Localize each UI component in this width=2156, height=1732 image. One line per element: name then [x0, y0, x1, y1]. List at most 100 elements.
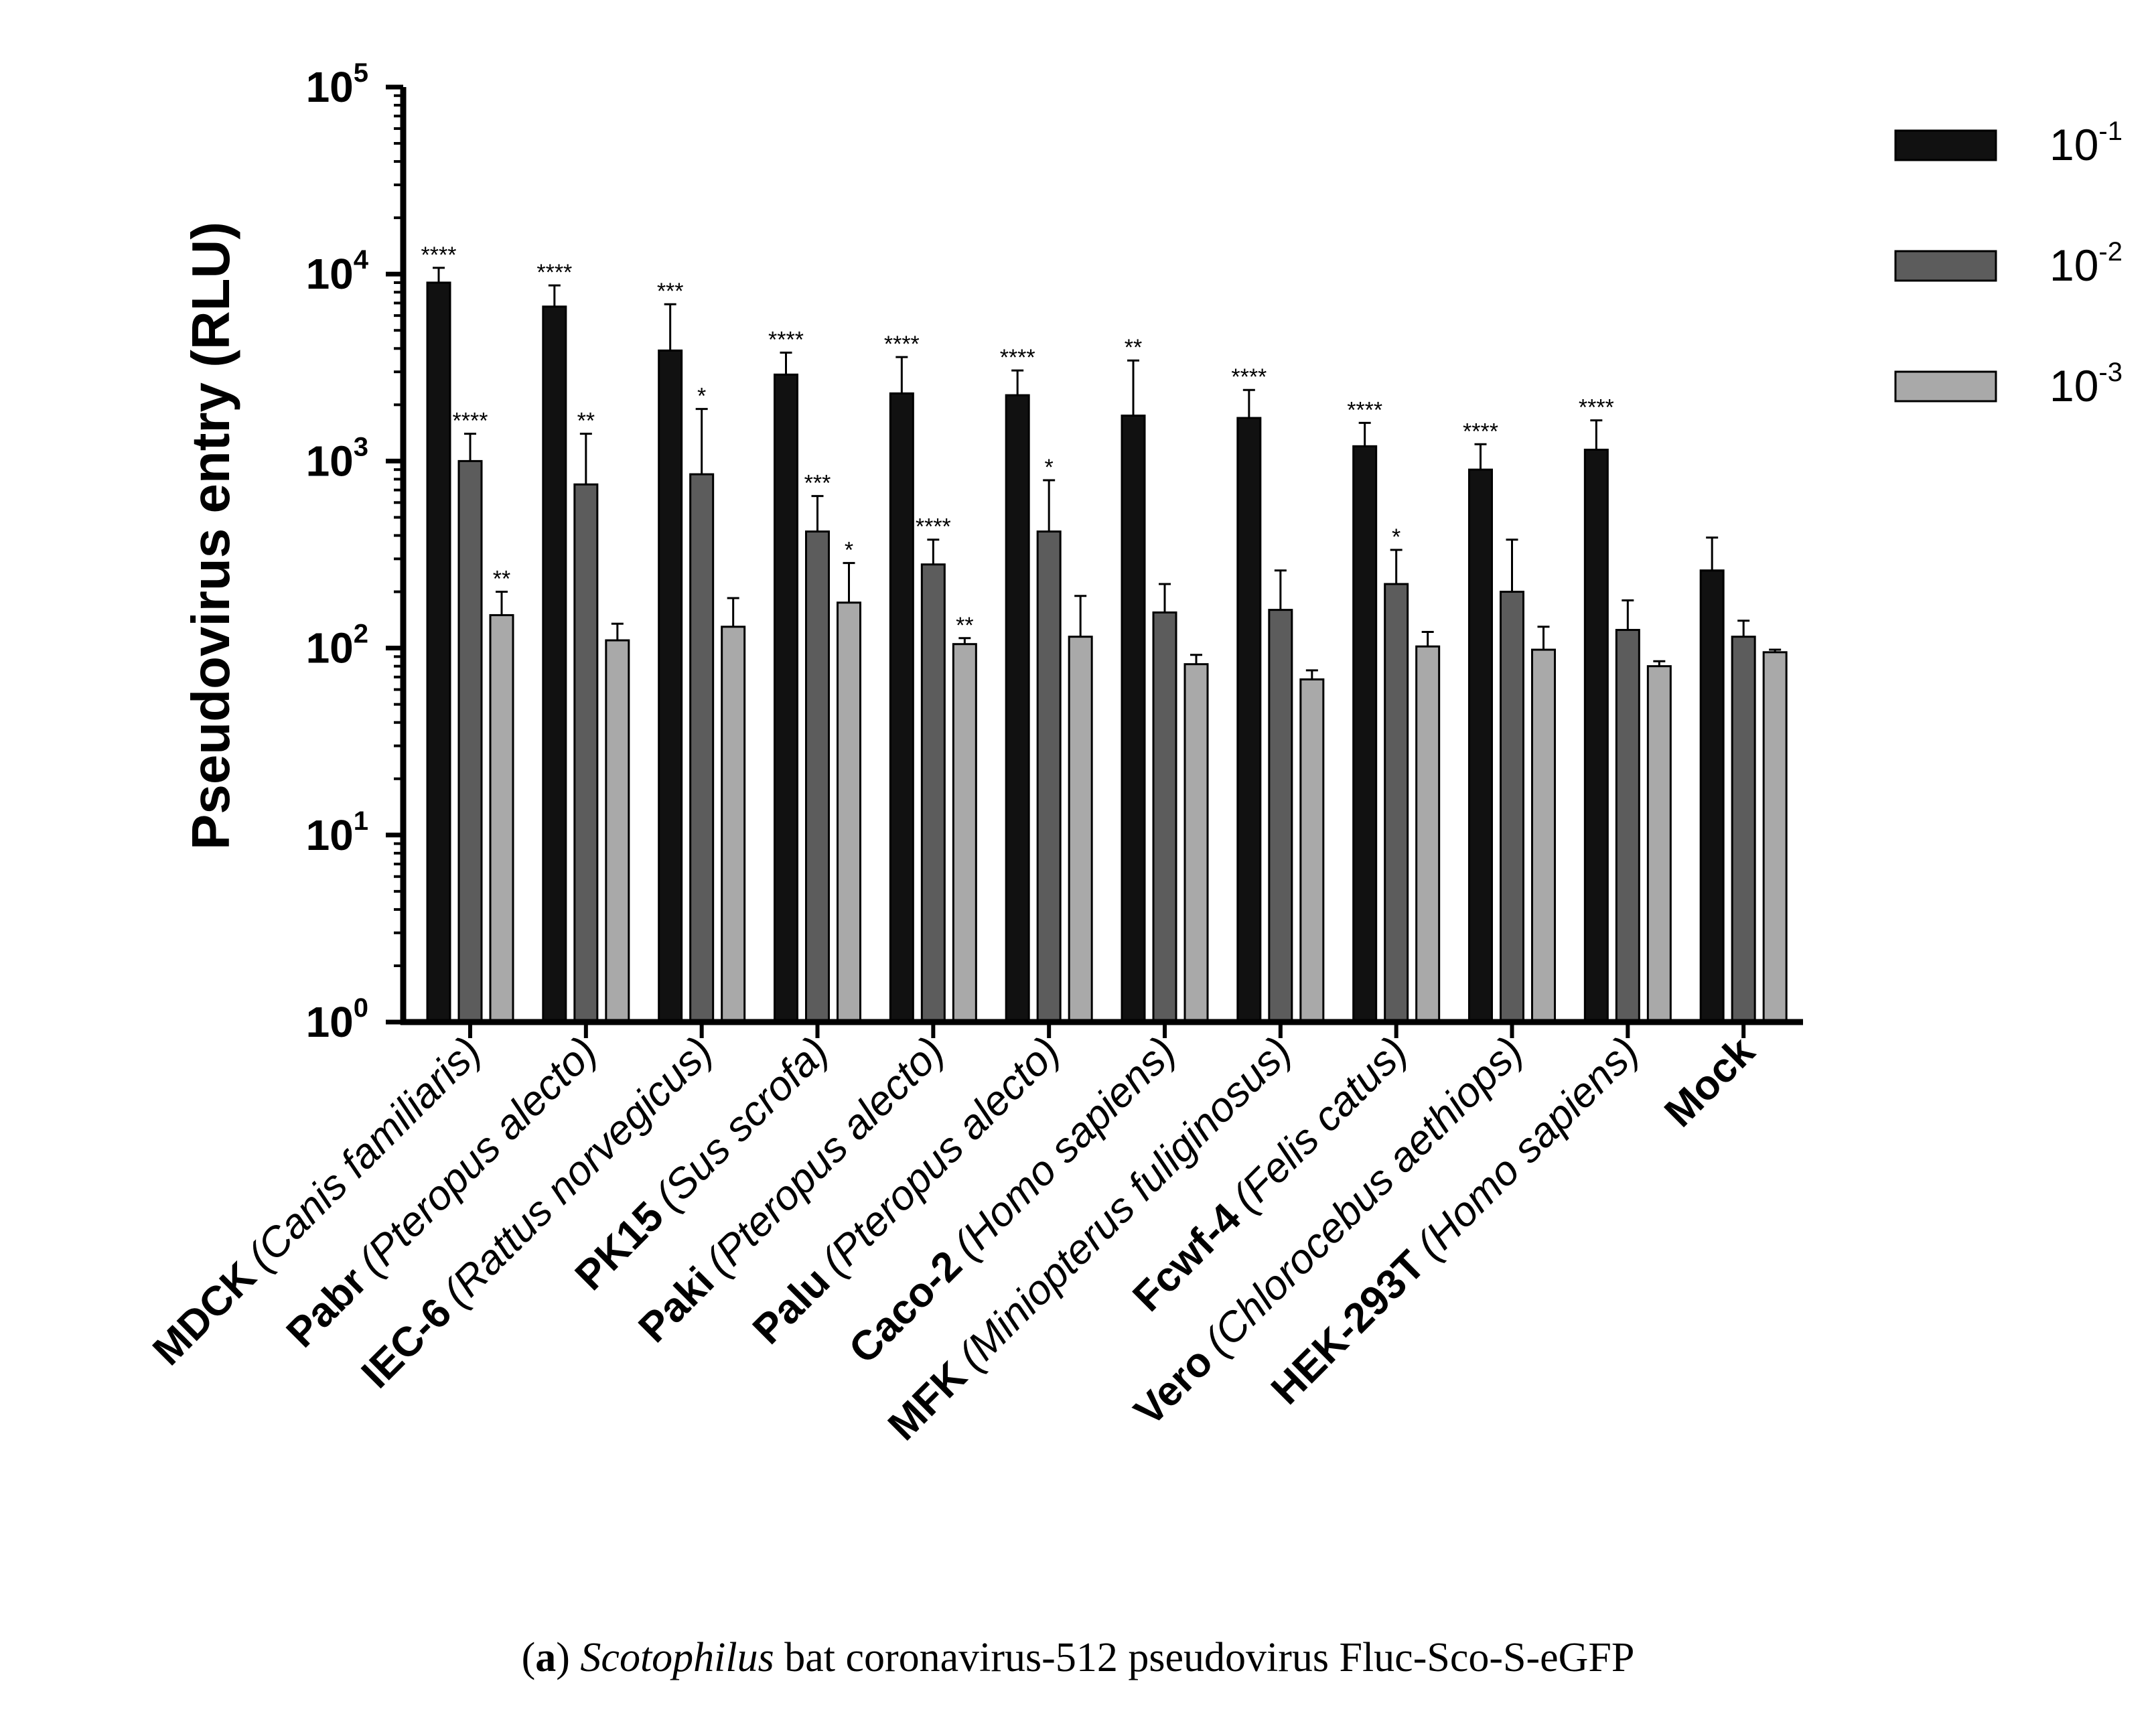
- y-tick-base: 10: [306, 63, 354, 111]
- caption-panel: a: [535, 1635, 557, 1680]
- y-tick-label: 105: [306, 58, 368, 111]
- significance-label: ****: [453, 409, 488, 434]
- significance-label: *: [1045, 455, 1054, 480]
- bar-pabr-10-2: [573, 483, 599, 1023]
- y-axis-label: Pseudovirus entry (RLU): [181, 222, 240, 850]
- bar-mock-10-2: [1731, 636, 1756, 1023]
- bar-iec-6-10-2: [689, 473, 715, 1023]
- bar-vero-10-2: [1500, 591, 1524, 1023]
- bar-paki-10-3: [952, 643, 977, 1023]
- bar-fcwf-4-10-1: [1352, 445, 1378, 1023]
- y-tick-label: 103: [306, 432, 368, 485]
- cell-line-name: Pabr: [278, 1258, 376, 1356]
- legend-label-10-2: 10-2: [2050, 237, 2123, 290]
- legend-exp: -1: [2098, 117, 2123, 146]
- bar-mock-10-1: [1699, 569, 1725, 1023]
- cell-line-name: Vero: [1125, 1338, 1222, 1435]
- bar-mdck-10-2: [457, 459, 483, 1023]
- bar-vero-10-1: [1468, 468, 1493, 1023]
- y-tick-label: 104: [306, 245, 369, 298]
- significance-label: **: [493, 567, 510, 592]
- bar-hek-293t-10-2: [1615, 629, 1640, 1023]
- legend-base: 10: [2050, 240, 2098, 290]
- significance-label: **: [1125, 335, 1142, 360]
- significance-label: ***: [657, 279, 684, 304]
- cell-line-name: PK15: [567, 1193, 672, 1299]
- bar-paki-10-1: [889, 392, 914, 1023]
- legend-base: 10: [2050, 120, 2098, 169]
- y-tick-exp: 2: [354, 620, 368, 649]
- legend-exp: -2: [2098, 237, 2123, 267]
- bar-palu-10-2: [1036, 530, 1062, 1023]
- bar-paki-10-2: [920, 563, 946, 1023]
- bar-iec-6-10-3: [721, 626, 746, 1023]
- bar-pk15-10-1: [774, 373, 798, 1023]
- bar-iec-6-10-1: [658, 349, 683, 1023]
- bar-mfk-10-1: [1236, 417, 1262, 1023]
- significance-label: ****: [1231, 364, 1267, 390]
- cell-line-name: MDCK: [144, 1253, 265, 1374]
- cell-line-name: Mock: [1656, 1028, 1764, 1136]
- legend-swatch-10-1: [1894, 129, 1997, 161]
- significance-label: ****: [768, 328, 804, 353]
- cell-line-name: IEC-6: [353, 1289, 461, 1397]
- legend-exp: -3: [2098, 358, 2123, 387]
- bar-palu-10-1: [1005, 394, 1030, 1023]
- legend-base: 10: [2050, 361, 2098, 411]
- bar-vero-10-3: [1531, 648, 1556, 1023]
- bar-pk15-10-3: [837, 601, 861, 1023]
- x-axis: [401, 1019, 1803, 1038]
- bar-fcwf-4-10-3: [1415, 645, 1441, 1023]
- significance-label: ***: [804, 471, 831, 496]
- significance-label: ****: [916, 514, 951, 540]
- bar-mock-10-3: [1762, 651, 1788, 1023]
- significance-label: ****: [1347, 397, 1382, 423]
- legend-label-10-3: 10-3: [2050, 358, 2123, 411]
- cell-line-name: Paki: [630, 1258, 723, 1352]
- significance-label: ****: [884, 332, 920, 357]
- x-tick-label: Mock: [1656, 1028, 1764, 1136]
- bar-palu-10-3: [1068, 636, 1093, 1023]
- significance-label: ****: [1000, 345, 1035, 370]
- bar-hek-293t-10-3: [1646, 665, 1672, 1023]
- y-tick-exp: 0: [354, 993, 368, 1023]
- significance-label: **: [956, 613, 973, 638]
- cell-line-name: MFK: [879, 1353, 976, 1449]
- bar-mdck-10-1: [426, 281, 451, 1023]
- y-tick-base: 10: [306, 250, 354, 298]
- legend-swatch-10-2: [1894, 250, 1997, 282]
- y-tick-base: 10: [306, 811, 354, 859]
- bar-fcwf-4-10-2: [1384, 583, 1409, 1023]
- bar-mfk-10-3: [1299, 678, 1325, 1023]
- caption-text: bat coronavirus-512 pseudovirus Fluc-Sco…: [784, 1635, 1635, 1680]
- bar-mfk-10-2: [1268, 609, 1293, 1023]
- bar-mdck-10-3: [489, 614, 514, 1023]
- y-tick-exp: 4: [354, 245, 369, 275]
- y-tick-base: 10: [306, 437, 354, 485]
- bar-pk15-10-2: [805, 530, 830, 1023]
- y-tick-exp: 1: [354, 806, 368, 836]
- significance-label: *: [697, 384, 706, 409]
- significance-label: *: [845, 538, 853, 563]
- bar-hek-293t-10-1: [1583, 448, 1609, 1023]
- significance-label: *: [1392, 524, 1400, 550]
- x-tick-labels: MDCK(Canis familiaris)Pabr(Pteropus alec…: [144, 1028, 1764, 1449]
- significance-label: ****: [421, 242, 457, 268]
- legend-swatch-10-3: [1894, 370, 1997, 403]
- significance-label: ****: [1579, 395, 1614, 421]
- figure-caption: (a) Scotophilus bat coronavirus-512 pseu…: [521, 1635, 1635, 1680]
- legend-label-10-1: 10-1: [2050, 117, 2123, 169]
- bar-pabr-10-1: [542, 305, 567, 1023]
- bar-caco-2-10-1: [1121, 415, 1146, 1023]
- significance-label: **: [577, 409, 595, 434]
- legend: 10-110-210-3: [1894, 117, 2123, 411]
- bar-caco-2-10-3: [1183, 663, 1209, 1023]
- bar-pabr-10-3: [605, 639, 630, 1023]
- bar-caco-2-10-2: [1152, 611, 1177, 1023]
- y-tick-base: 10: [306, 624, 354, 672]
- y-tick-label: 101: [306, 806, 368, 859]
- y-tick-exp: 3: [354, 432, 368, 461]
- cell-line-name: Palu: [744, 1258, 839, 1353]
